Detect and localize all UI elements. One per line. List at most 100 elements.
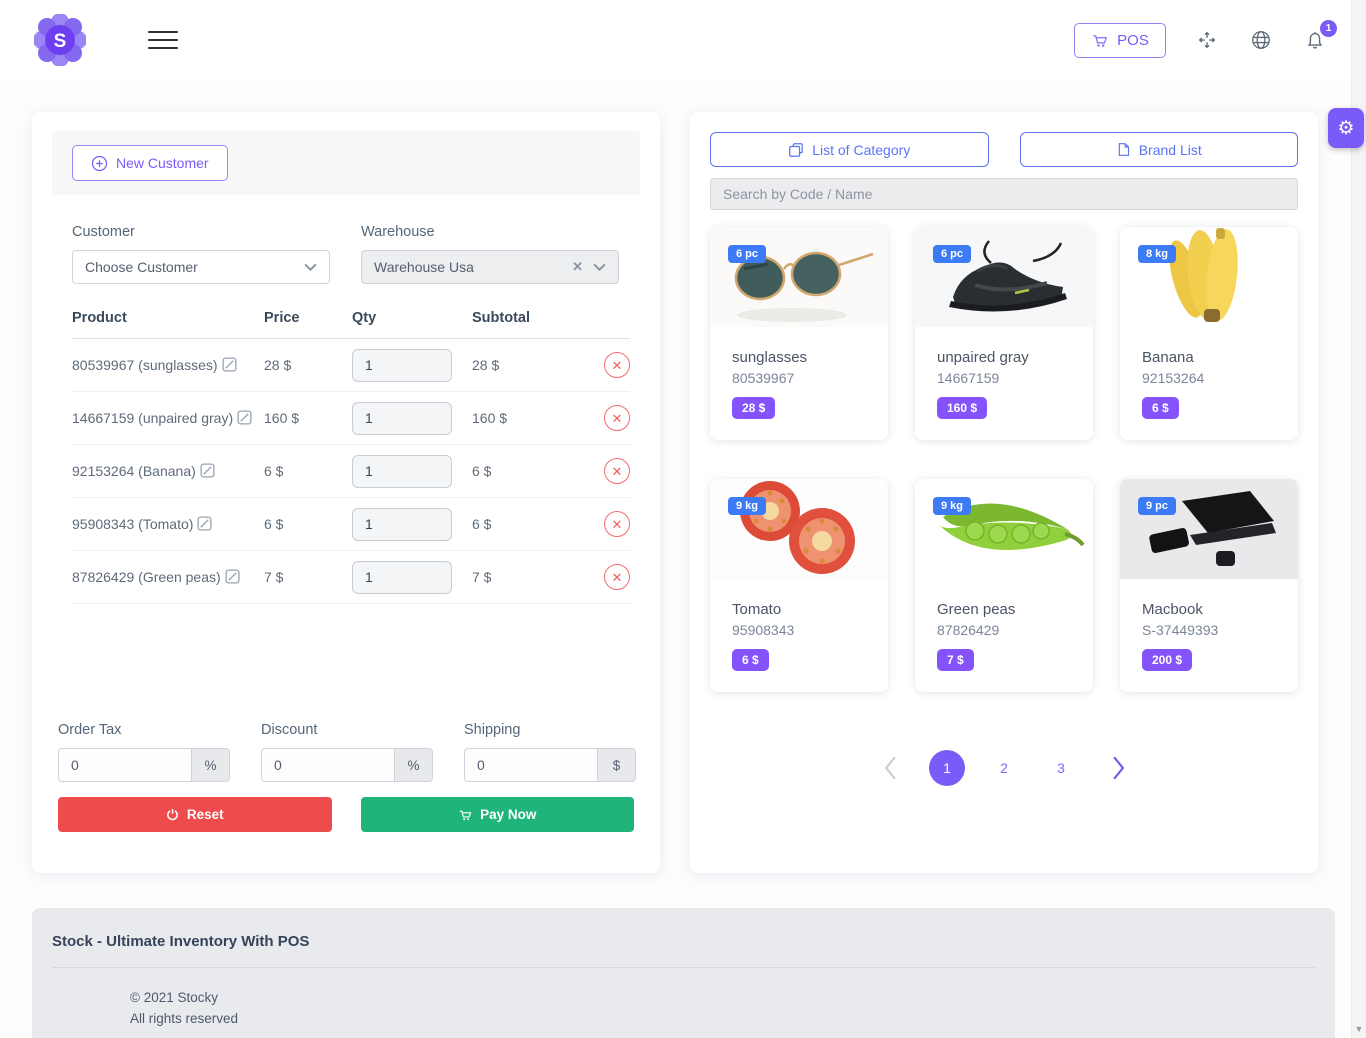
cart-item-name: 80539967 (sunglasses)	[72, 356, 218, 373]
main-content: New Customer Customer Choose Customer Wa…	[0, 80, 1366, 873]
order-tax-input[interactable]	[59, 749, 191, 781]
language-button[interactable]	[1248, 27, 1274, 53]
filter-row: List of Category Brand List	[710, 132, 1298, 167]
remove-item-button[interactable]: ✕	[604, 405, 630, 431]
svg-text:S: S	[54, 31, 67, 52]
cart-item-subtotal: 28 $	[472, 357, 500, 373]
tomato-image	[710, 479, 888, 579]
edit-item-icon[interactable]	[237, 409, 252, 428]
product-card-macbook[interactable]: 9 pc Macbook S-37449393 200 $	[1120, 479, 1298, 692]
qty-input[interactable]	[352, 348, 452, 382]
shipping-unit: $	[597, 749, 635, 781]
brand-list-button[interactable]: Brand List	[1019, 132, 1298, 167]
product-code: 92153264	[1142, 370, 1205, 386]
topbar-actions: POS 1	[1074, 20, 1337, 58]
qty-input[interactable]	[352, 507, 452, 541]
remove-item-button[interactable]: ✕	[604, 511, 630, 537]
reset-button[interactable]: Reset	[58, 797, 332, 832]
product-name: Tomato	[732, 601, 782, 618]
price-badge: 160 $	[937, 397, 988, 419]
warehouse-select-value: Warehouse Usa	[374, 259, 474, 275]
edit-item-icon[interactable]	[197, 515, 212, 534]
delete-x-icon: ✕	[611, 516, 623, 532]
sunglasses-image	[710, 227, 888, 327]
power-icon	[166, 808, 178, 821]
product-name: Macbook	[1142, 601, 1203, 618]
cart-item-name: 87826429 (Green peas)	[72, 568, 221, 585]
product-card-tomato[interactable]: 9 kg Tomato 95908343 6 $	[710, 479, 888, 692]
plus-circle-icon	[91, 155, 108, 171]
cart-row: 92153264 (Banana) 6 $ 6 $ ✕	[72, 445, 630, 498]
footer-divider	[52, 967, 1315, 968]
cart-item-price: 7 $	[264, 569, 284, 585]
qty-input[interactable]	[352, 401, 452, 435]
product-grid: 6 pc sunglasses 80539967 28 $	[710, 227, 1298, 692]
search-input[interactable]	[710, 178, 1298, 210]
product-name: sunglasses	[732, 349, 808, 366]
col-product: Product	[72, 310, 127, 326]
menu-toggle-button[interactable]	[148, 31, 178, 49]
product-code: S-37449393	[1142, 622, 1219, 638]
price-badge: 6 $	[1142, 397, 1179, 419]
fullscreen-button[interactable]	[1194, 27, 1220, 53]
order-tax-unit: %	[191, 749, 229, 781]
scroll-down-icon[interactable]: ▼	[1354, 1024, 1364, 1034]
chevron-down-icon	[593, 263, 606, 271]
pagination-page-3[interactable]: 3	[1043, 750, 1079, 786]
cart-table-header: Product Price Qty Subtotal	[72, 310, 630, 339]
product-image: 9 kg	[710, 479, 888, 579]
chevron-left-icon	[884, 756, 896, 780]
product-card-green-peas[interactable]: 9 kg Green peas 87826429 7 $	[915, 479, 1093, 692]
product-code: 95908343	[732, 622, 795, 638]
pagination-page-2[interactable]: 2	[986, 750, 1022, 786]
page-footer: Stock - Ultimate Inventory With POS © 20…	[32, 908, 1335, 1038]
pos-button[interactable]: POS	[1074, 22, 1166, 58]
cart-item-name: 95908343 (Tomato)	[72, 515, 194, 532]
customer-label: Customer	[72, 224, 135, 240]
chevron-down-icon	[304, 263, 317, 271]
product-code: 14667159	[937, 370, 1000, 386]
cart-item-price: 6 $	[264, 463, 284, 479]
pagination-page-1[interactable]: 1	[929, 750, 965, 786]
product-card-sunglasses[interactable]: 6 pc sunglasses 80539967 28 $	[710, 227, 888, 440]
product-card-unpaired-gray[interactable]: 6 pc unpaired gray 14667159 160 $	[915, 227, 1093, 440]
macbook-image	[1120, 479, 1298, 579]
cart-row: 95908343 (Tomato) 6 $ 6 $ ✕	[72, 498, 630, 551]
product-image: 6 pc	[710, 227, 888, 327]
cart-item-price: 6 $	[264, 516, 284, 532]
customer-select-value: Choose Customer	[85, 259, 198, 275]
qty-input[interactable]	[352, 454, 452, 488]
discount-input[interactable]	[262, 749, 394, 781]
shipping-input[interactable]	[465, 749, 597, 781]
customer-select[interactable]: Choose Customer	[72, 250, 330, 284]
category-icon	[789, 142, 804, 157]
edit-item-icon[interactable]	[225, 568, 240, 587]
pagination-prev-button[interactable]	[872, 750, 908, 786]
qty-input[interactable]	[352, 560, 452, 594]
brand-logo[interactable]: S	[34, 14, 86, 66]
remove-item-button[interactable]: ✕	[604, 458, 630, 484]
vertical-scrollbar[interactable]: ▼	[1351, 0, 1366, 1038]
footer-title: Stock - Ultimate Inventory With POS	[52, 933, 310, 950]
remove-item-button[interactable]: ✕	[604, 352, 630, 378]
notifications-button[interactable]: 1	[1302, 20, 1337, 53]
edit-item-icon[interactable]	[222, 356, 237, 375]
pay-now-button[interactable]: Pay Now	[360, 797, 634, 832]
clear-warehouse-icon[interactable]: ✕	[572, 259, 583, 274]
cart-icon	[459, 810, 472, 820]
green-peas-image	[915, 479, 1093, 579]
warehouse-select[interactable]: Warehouse Usa ✕	[361, 250, 619, 284]
edit-item-icon[interactable]	[200, 462, 215, 481]
cart-row: 87826429 (Green peas) 7 $ 7 $ ✕	[72, 551, 630, 604]
remove-item-button[interactable]: ✕	[604, 564, 630, 590]
product-image: 9 pc	[1120, 479, 1298, 579]
pos-button-label: POS	[1117, 31, 1149, 49]
pagination-next-button[interactable]	[1100, 750, 1136, 786]
product-card-banana[interactable]: 8 kg Banana 92153264 6 $	[1120, 227, 1298, 440]
totals-row: Order Tax % Discount % Shipping $	[32, 722, 660, 782]
settings-button[interactable]: ⚙	[1328, 108, 1364, 148]
product-image: 6 pc	[915, 227, 1093, 327]
list-of-category-button[interactable]: List of Category	[710, 132, 989, 167]
new-customer-button[interactable]: New Customer	[72, 145, 228, 181]
stock-badge: 9 kg	[933, 497, 972, 515]
